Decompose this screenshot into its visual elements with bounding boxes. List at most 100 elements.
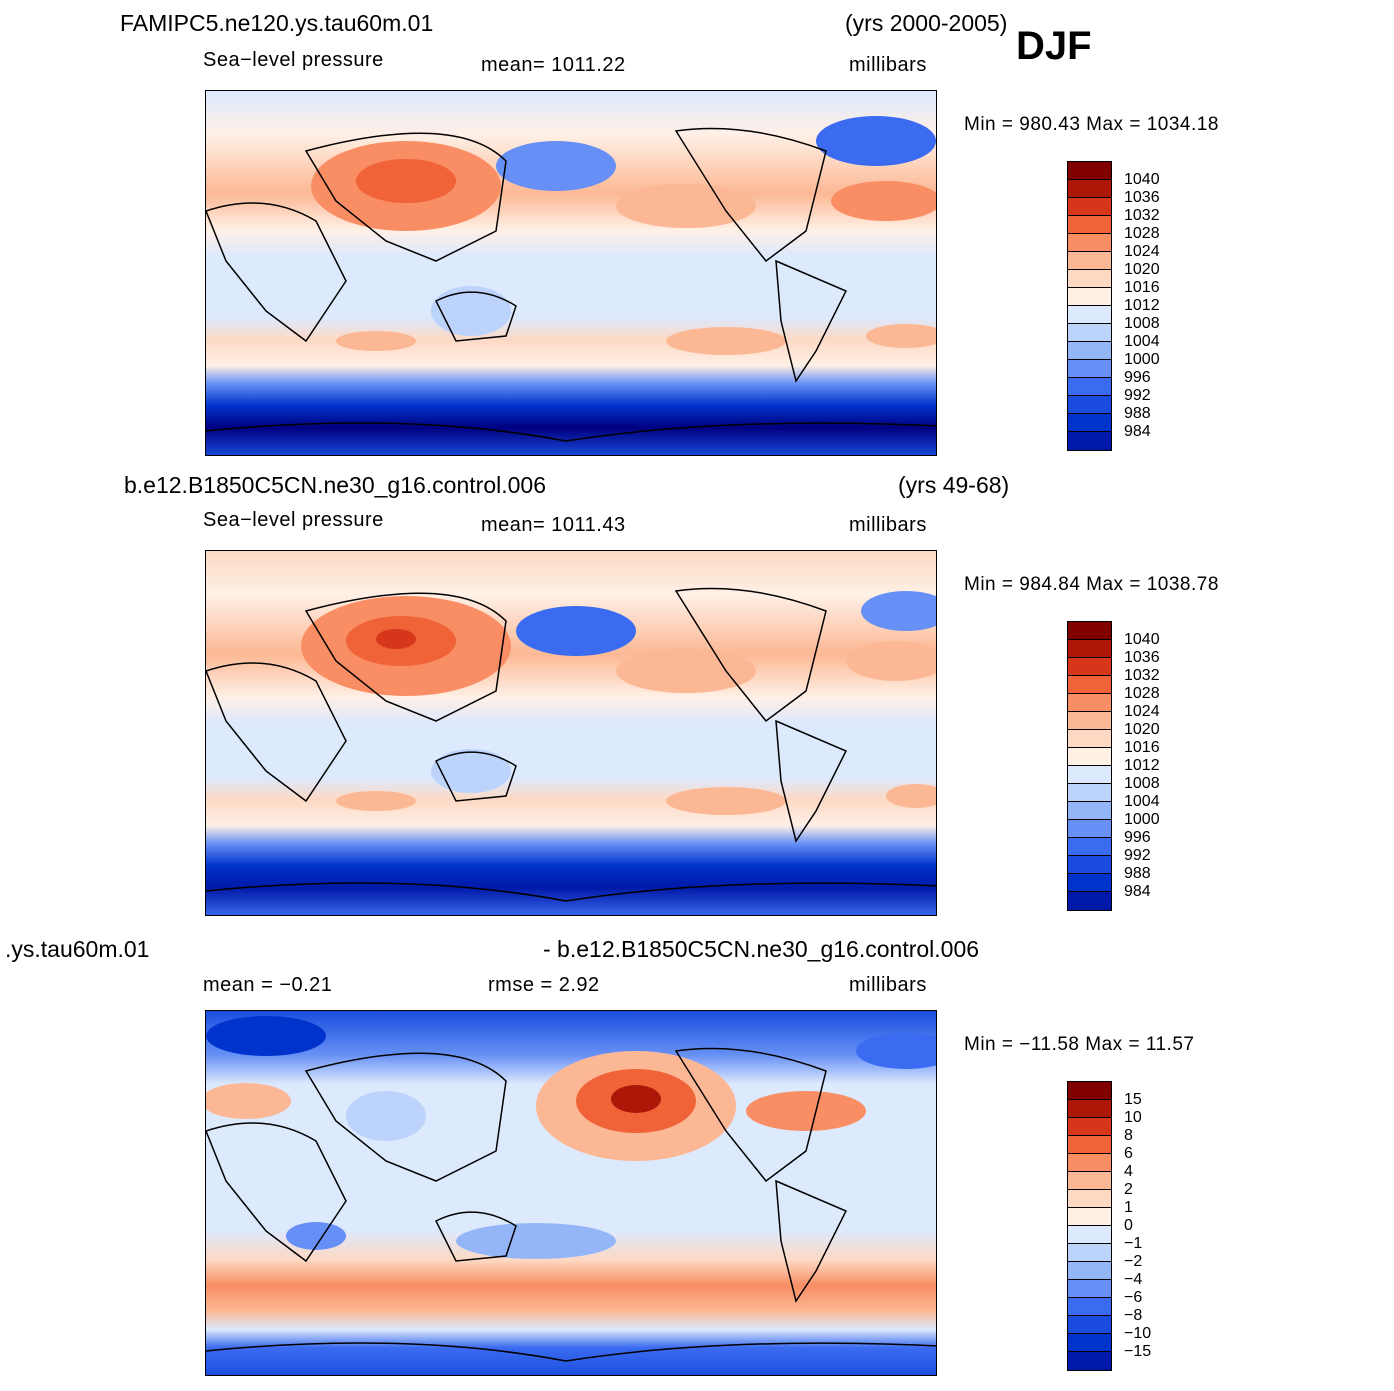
panel3-minmax: Min = −11.58 Max = 11.57 xyxy=(964,1034,1195,1055)
colorbar-tick-label: 1004 xyxy=(1124,793,1160,810)
panel1-mean: mean= 1011.22 xyxy=(481,54,626,76)
panel1-map xyxy=(205,90,937,456)
colorbar-tick-label: 1024 xyxy=(1124,703,1160,720)
colorbar-swatch xyxy=(1068,198,1111,216)
colorbar-swatch xyxy=(1068,874,1111,892)
colorbar-swatch xyxy=(1068,838,1111,856)
colorbar-tick-label: 8 xyxy=(1124,1127,1133,1144)
panel2-years: (yrs 49-68) xyxy=(898,472,1010,498)
colorbar-swatch xyxy=(1068,892,1111,910)
colorbar-tick-label: 15 xyxy=(1124,1091,1142,1108)
colorbar-swatch xyxy=(1068,856,1111,874)
australia-coastline xyxy=(434,291,517,342)
north-america-coastline xyxy=(674,127,827,263)
colorbar-tick-label: 1032 xyxy=(1124,667,1160,684)
colorbar-tick-label: 1020 xyxy=(1124,261,1160,278)
colorbar-swatch xyxy=(1068,1244,1111,1262)
eurasia-coastline xyxy=(304,1052,507,1182)
colorbar-tick-label: 1040 xyxy=(1124,171,1160,188)
colorbar-tick-label: 1024 xyxy=(1124,243,1160,260)
colorbar-swatch xyxy=(1068,712,1111,730)
colorbar-swatch xyxy=(1068,1316,1111,1334)
colorbar-swatch xyxy=(1068,1154,1111,1172)
colorbar-swatch xyxy=(1068,1172,1111,1190)
panel3-rmse: rmse = 2.92 xyxy=(488,974,600,996)
colorbar-swatch xyxy=(1068,730,1111,748)
colorbar-tick-label: 992 xyxy=(1124,847,1151,864)
colorbar-tick-label: 1008 xyxy=(1124,315,1160,332)
panel1-field: Sea−level pressure xyxy=(203,49,384,71)
colorbar-tick-label: −10 xyxy=(1124,1325,1152,1342)
colorbar-tick-label: 1032 xyxy=(1124,207,1160,224)
eurasia-coastline xyxy=(304,592,507,722)
colorbar-swatch xyxy=(1068,1100,1111,1118)
panel2-colorbar xyxy=(1067,621,1112,911)
aleutian-low xyxy=(516,606,636,656)
panel2-contour-field xyxy=(206,551,936,915)
panel3-colorbar xyxy=(1067,1081,1112,1371)
australia-coastline xyxy=(434,751,517,802)
panel1-minmax: Min = 980.43 Max = 1034.18 xyxy=(964,114,1219,135)
colorbar-tick-label: −15 xyxy=(1124,1343,1152,1360)
colorbar-tick-label: −8 xyxy=(1124,1307,1143,1324)
colorbar-tick-label: 1036 xyxy=(1124,649,1160,666)
eurasia-coastline xyxy=(304,132,507,262)
antarctica-coastline xyxy=(206,1342,936,1362)
colorbar-swatch xyxy=(1068,324,1111,342)
panel2-map xyxy=(205,550,937,916)
panel1-colorbar-labels: 1040 1036 1032 1028 1024 1020 1016 1012 1008 1004… xyxy=(1124,171,1160,441)
colorbar-swatch xyxy=(1068,802,1111,820)
colorbar-swatch xyxy=(1068,766,1111,784)
colorbar-swatch xyxy=(1068,1334,1111,1352)
colorbar-swatch xyxy=(1068,162,1111,180)
colorbar-swatch xyxy=(1068,360,1111,378)
colorbar-swatch xyxy=(1068,396,1111,414)
colorbar-tick-label: 6 xyxy=(1124,1145,1133,1162)
africa-coastline xyxy=(206,1122,347,1263)
icelandic-low xyxy=(816,116,936,166)
panel2-units: millibars xyxy=(849,514,927,536)
colorbar-swatch xyxy=(1068,234,1111,252)
colorbar-tick-label: 1008 xyxy=(1124,775,1160,792)
colorbar-tick-label: 988 xyxy=(1124,405,1151,422)
colorbar-swatch xyxy=(1068,1118,1111,1136)
aleutian-low xyxy=(496,141,616,191)
australia-coastline xyxy=(434,1211,517,1262)
colorbar-swatch xyxy=(1068,820,1111,838)
colorbar-tick-label: 0 xyxy=(1124,1217,1133,1234)
colorbar-tick-label: 1012 xyxy=(1124,757,1160,774)
colorbar-tick-label: −4 xyxy=(1124,1271,1143,1288)
colorbar-swatch xyxy=(1068,1136,1111,1154)
colorbar-swatch xyxy=(1068,1352,1111,1370)
colorbar-tick-label: −1 xyxy=(1124,1235,1143,1252)
colorbar-tick-label: 1040 xyxy=(1124,631,1160,648)
colorbar-swatch xyxy=(1068,1190,1111,1208)
panel1-case-title: FAMIPC5.ne120.ys.tau60m.01 xyxy=(120,10,434,36)
colorbar-tick-label: 1036 xyxy=(1124,189,1160,206)
panel1-contour-field xyxy=(206,91,936,455)
colorbar-swatch xyxy=(1068,748,1111,766)
south-america-coastline xyxy=(775,1179,848,1303)
colorbar-swatch xyxy=(1068,658,1111,676)
colorbar-swatch xyxy=(1068,180,1111,198)
antarctica-coastline xyxy=(206,882,936,902)
south-america-coastline xyxy=(775,719,848,843)
colorbar-swatch xyxy=(1068,342,1111,360)
colorbar-swatch xyxy=(1068,784,1111,802)
colorbar-swatch xyxy=(1068,288,1111,306)
colorbar-swatch xyxy=(1068,694,1111,712)
colorbar-tick-label: 1028 xyxy=(1124,685,1160,702)
panel3-mean: mean = −0.21 xyxy=(203,974,333,996)
north-america-coastline xyxy=(674,587,827,723)
colorbar-swatch xyxy=(1068,252,1111,270)
colorbar-swatch xyxy=(1068,1226,1111,1244)
panel3-case-title: .ys.tau60m.01 xyxy=(5,936,150,962)
colorbar-tick-label: 1016 xyxy=(1124,739,1160,756)
colorbar-tick-label: 988 xyxy=(1124,865,1151,882)
colorbar-tick-label: 1004 xyxy=(1124,333,1160,350)
colorbar-tick-label: −2 xyxy=(1124,1253,1143,1270)
colorbar-tick-label: 1028 xyxy=(1124,225,1160,242)
colorbar-swatch xyxy=(1068,640,1111,658)
panel1-colorbar xyxy=(1067,161,1112,451)
colorbar-tick-label: 996 xyxy=(1124,829,1151,846)
